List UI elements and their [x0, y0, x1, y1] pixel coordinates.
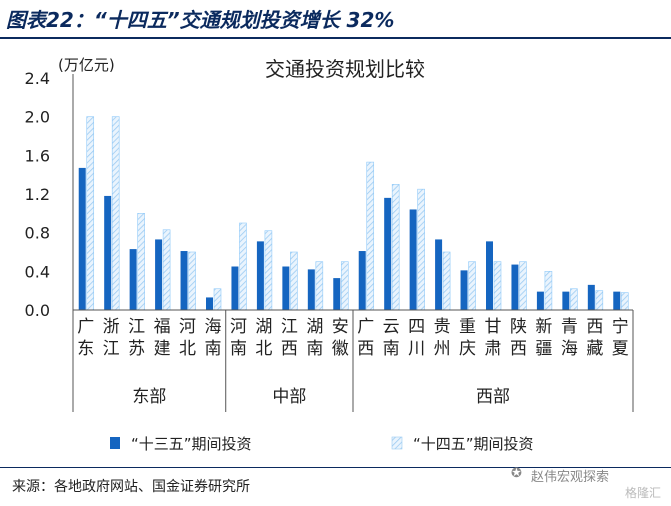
bar-13th-plan: [613, 291, 621, 310]
y-axis: 0.0 0.4 0.8 1.2 1.6 2.0 2.4: [25, 69, 74, 320]
bar-14th-plan: [391, 184, 400, 311]
figure-title: 图表22：“十四五”交通规划投资增长 32%: [6, 8, 395, 32]
bar-14th-plan: [315, 261, 324, 311]
legend-label-13: “十三五”期间投资: [131, 435, 252, 453]
bar-14th-plan: [442, 251, 451, 311]
bar-14th-plan: [137, 213, 145, 311]
bar-13th-plan: [460, 270, 468, 310]
x-tick-label: 云南: [383, 317, 400, 359]
x-tick-label: 浙江: [103, 317, 120, 359]
legend-swatch-14: [391, 436, 403, 450]
bar-14th-plan: [264, 230, 273, 311]
bar-14th-plan: [111, 116, 120, 311]
bars: [78, 116, 629, 311]
group-label: 西部: [476, 387, 510, 407]
x-tick-label: 江西: [281, 317, 298, 359]
bar-13th-plan: [78, 167, 86, 310]
x-tick-label: 安徽: [332, 317, 349, 359]
x-tick-label: 广西: [357, 317, 374, 359]
bar-14th-plan: [86, 116, 95, 311]
watermark-line2: 格隆汇: [624, 486, 661, 500]
x-tick-label: 宁夏: [612, 317, 629, 359]
chart-title: 交通投资规划比较: [265, 57, 425, 81]
legend-swatch-13: [110, 437, 120, 449]
bottom-rule: [0, 467, 671, 468]
bar-14th-plan: [340, 261, 349, 311]
bar-13th-plan: [562, 291, 570, 310]
y-tick-label: 0.0: [25, 301, 50, 320]
x-tick-label: 福建: [154, 317, 171, 359]
bar-13th-plan: [536, 291, 544, 310]
legend-label-14: “十四五”期间投资: [413, 435, 534, 453]
bar-13th-plan: [486, 241, 493, 310]
y-tick-label: 1.6: [25, 146, 50, 165]
bar-13th-plan: [231, 266, 239, 310]
group-label: 中部: [272, 387, 306, 407]
bar-14th-plan: [519, 261, 527, 311]
x-tick-label: 甘肃: [485, 317, 502, 359]
y-tick-label: 0.8: [25, 224, 50, 243]
x-tick-label: 河南: [230, 317, 247, 359]
bar-13th-plan: [129, 249, 137, 310]
bar-13th-plan: [358, 251, 366, 310]
bar-13th-plan: [206, 297, 213, 310]
bar-13th-plan: [307, 269, 315, 310]
bar-13th-plan: [256, 241, 264, 310]
bar-14th-plan: [366, 161, 375, 311]
bar-14th-plan: [620, 292, 629, 311]
bar-14th-plan: [595, 290, 604, 311]
bar-13th-plan: [511, 264, 519, 310]
x-tick-label: 贵州: [434, 317, 451, 359]
y-axis-unit: (万亿元): [58, 56, 115, 74]
x-tick-label: 新疆: [535, 317, 552, 359]
x-tick-label: 重庆: [459, 317, 476, 359]
legend: “十三五”期间投资 “十四五”期间投资: [110, 435, 534, 453]
bar-14th-plan: [239, 222, 247, 311]
y-tick-label: 2.0: [25, 108, 50, 127]
title-rule: [0, 37, 671, 39]
x-tick-label: 海南: [205, 317, 222, 359]
bar-13th-plan: [587, 284, 595, 310]
x-tick-label: 陕西: [510, 317, 527, 359]
x-tick-label: 四川: [408, 317, 425, 359]
bar-13th-plan: [282, 266, 290, 310]
x-tick-label: 河北: [179, 317, 196, 359]
bar-14th-plan: [417, 188, 425, 311]
y-tick-label: 1.2: [25, 185, 50, 204]
bar-14th-plan: [162, 229, 171, 311]
group-label: 东部: [132, 387, 166, 407]
x-tick-label: 青海: [561, 317, 578, 359]
watermark-line1: 赵伟宏观探索: [531, 470, 610, 485]
bar-14th-plan: [468, 261, 476, 311]
bar-14th-plan: [544, 271, 553, 311]
bar-13th-plan: [104, 195, 112, 310]
bar-14th-plan: [570, 288, 578, 311]
bar-14th-plan: [493, 261, 502, 311]
bar-13th-plan: [435, 239, 443, 310]
source-note: 来源：各地政府网站、国金证券研究所: [12, 479, 250, 495]
bar-14th-plan: [290, 251, 298, 311]
bar-13th-plan: [155, 239, 163, 310]
bar-14th-plan: [213, 288, 222, 311]
x-tick-label: 湖北: [255, 317, 272, 359]
bar-13th-plan: [384, 197, 392, 310]
x-axis: 广东浙江江苏福建河北海南河南湖北江西湖南安徽广西云南四川贵州重庆甘肃陕西新疆青海…: [72, 309, 634, 412]
bar-13th-plan: [180, 251, 188, 310]
x-tick-label: 广东: [77, 317, 94, 359]
x-tick-label: 江苏: [128, 317, 145, 359]
x-tick-label: 湖南: [306, 317, 323, 359]
bar-chart: 交通投资规划比较 (万亿元) 0.0 0.4 0.8 1.2 1.6 2.0 2.4 广东浙…: [25, 56, 634, 453]
y-tick-label: 0.4: [25, 262, 50, 281]
bar-14th-plan: [188, 251, 196, 311]
wechat-icon: ✪: [511, 466, 522, 481]
bar-13th-plan: [333, 278, 341, 310]
bar-13th-plan: [409, 209, 417, 310]
y-tick-label: 2.4: [25, 69, 50, 88]
x-tick-label: 西藏: [586, 317, 603, 359]
watermark: ✪ 赵伟宏观探索 格隆汇: [511, 466, 661, 502]
